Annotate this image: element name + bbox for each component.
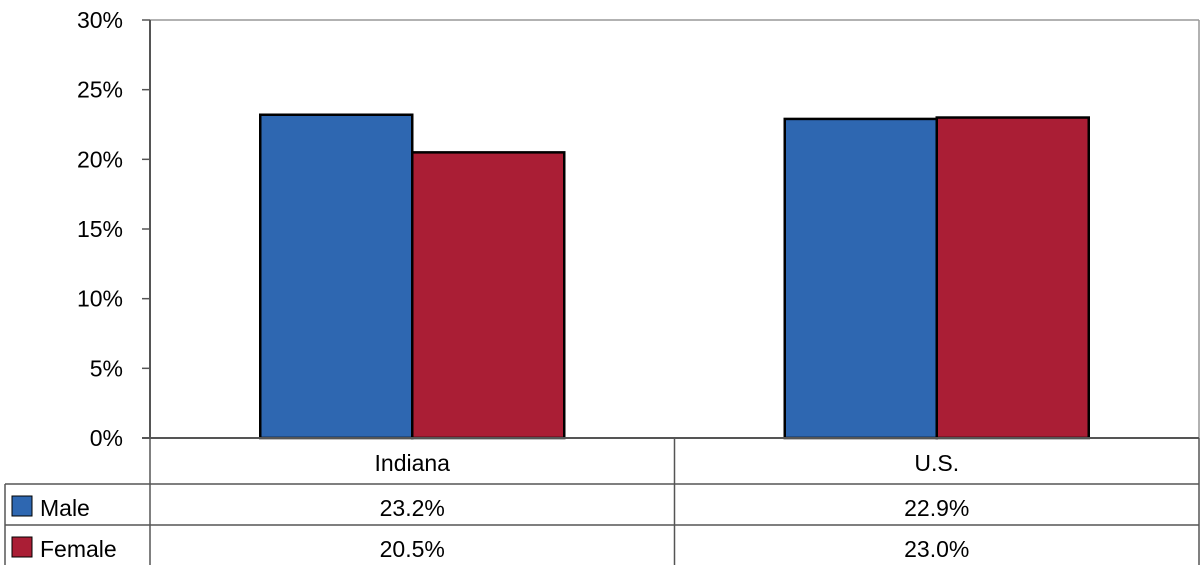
legend-swatch-female (11, 536, 33, 558)
y-tick-label: 10% (77, 286, 123, 312)
data-label: 20.5% (380, 536, 445, 562)
data-label: 23.0% (904, 536, 969, 562)
bar-female-0 (411, 151, 566, 440)
data-table: Indiana U.S. Male 23.2% 22.9% Female 20.5% 23.0… (4, 438, 1200, 565)
y-tick-label: 5% (90, 355, 123, 381)
data-label: 22.9% (904, 495, 969, 521)
legend-label: Female (40, 536, 117, 562)
x-tick-label: Indiana (375, 450, 451, 476)
y-tick-label: 15% (77, 216, 123, 242)
y-tick-label: 30% (77, 7, 123, 33)
bars (142, 113, 1199, 440)
bar-male-0 (259, 113, 414, 440)
y-tick-label: 20% (77, 146, 123, 172)
y-tick-label: 0% (90, 425, 123, 451)
legend-swatch-male (11, 495, 33, 517)
bar-female-1 (935, 116, 1090, 440)
bar-male-1 (783, 117, 938, 440)
data-label: 23.2% (380, 495, 445, 521)
y-axis: 0% 5% 10% 15% 20% 25% 30% (77, 7, 150, 451)
y-tick-label: 25% (77, 77, 123, 103)
x-tick-label: U.S. (914, 450, 959, 476)
legend-label: Male (40, 495, 90, 521)
